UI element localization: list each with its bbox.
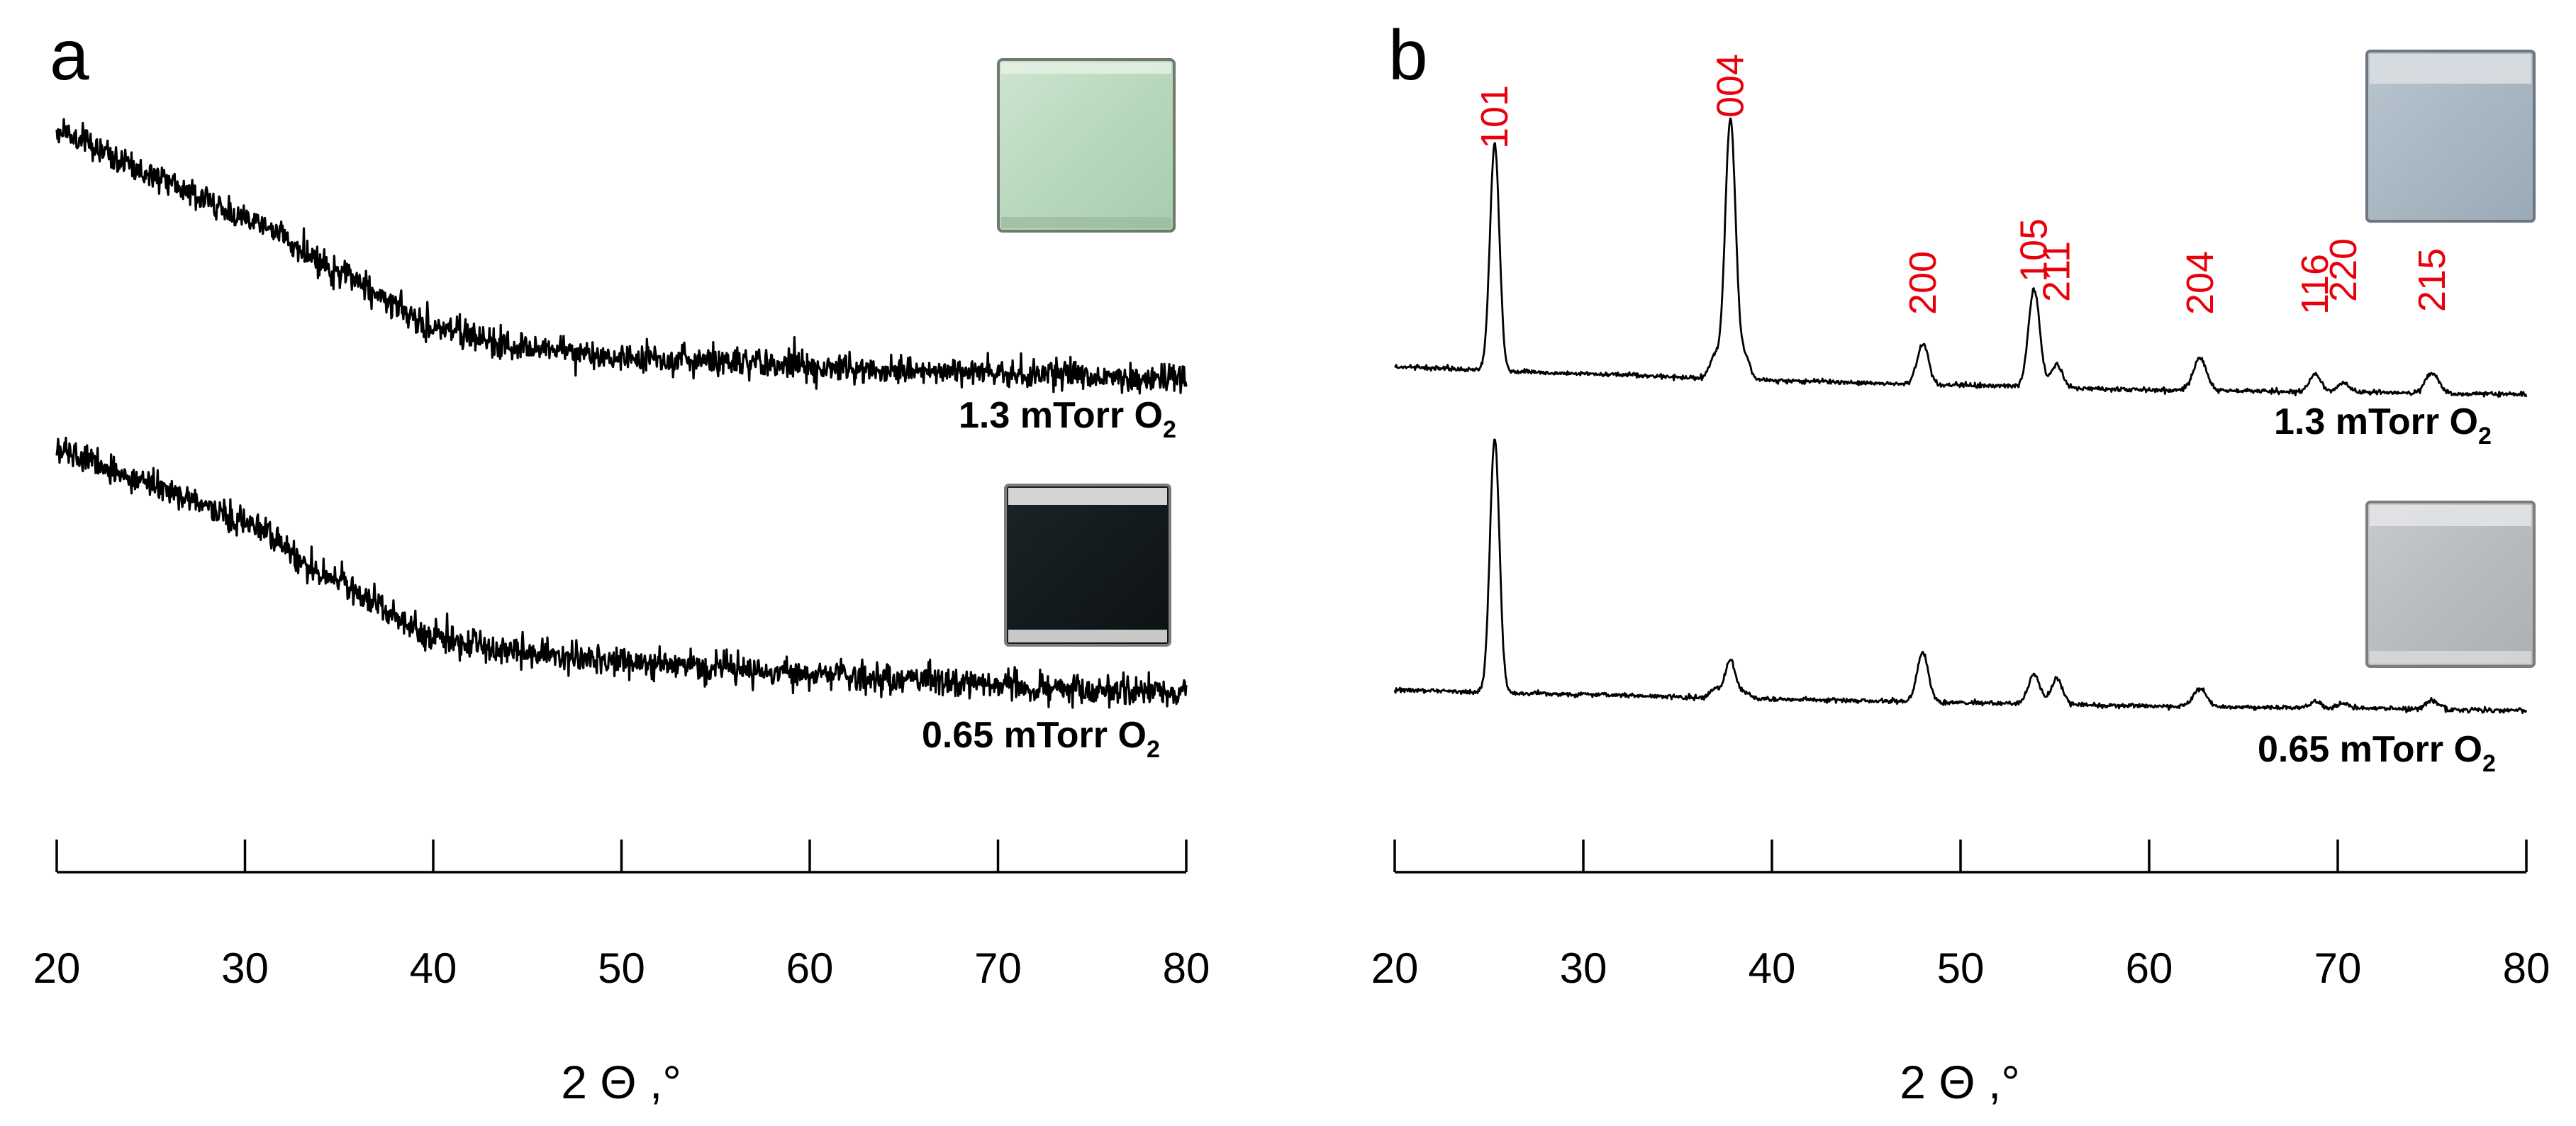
panel-b-x-axis-title: 2 Θ ,°: [1900, 1056, 2019, 1108]
peak-label-204: 204: [2179, 251, 2221, 315]
panel-b-label-0-65-subscript: 2: [2482, 750, 2496, 777]
panel-a-x-ticks: 20 30 40 50 60 70 80: [33, 840, 1210, 992]
peak-label-105: 105: [2013, 218, 2056, 282]
panel-a-label-1-3-subscript: 2: [1163, 416, 1176, 443]
x-tick-label-80: 80: [2503, 944, 2550, 992]
panel-a-label-0-65-text: 0.65 mTorr O: [922, 715, 1147, 756]
panel-b-label-1-3-text: 1.3 mTorr O: [2274, 401, 2478, 442]
peak-label-101: 101: [1473, 85, 1516, 149]
x-tick-label-80: 80: [1163, 944, 1210, 992]
panel-b-label-1-3-mtorr: 1.3 mTorr O2: [2274, 401, 2492, 450]
x-tick-label-20: 20: [1371, 944, 1419, 992]
panel-b-label-0-65-mtorr: 0.65 mTorr O2: [2258, 729, 2496, 777]
panel-b-trace-1-3-mtorr: [1393, 117, 2528, 398]
panel-a-trace-0-65-mtorr: [55, 436, 1188, 709]
panel-b-letter: b: [1388, 16, 1428, 95]
panel-a: a 1.3 mTorr O2 0.65 mTorr O2 20 30 40 50 60 7…: [33, 16, 1210, 1108]
peak-label-215: 215: [2411, 248, 2453, 312]
panel-b-sample-photo-gray: [2365, 501, 2536, 668]
x-tick-label-30: 30: [221, 944, 269, 992]
peak-label-116: 116: [2294, 254, 2336, 315]
panel-a-label-0-65-subscript: 2: [1147, 736, 1160, 763]
panel-a-x-axis-title: 2 Θ ,°: [561, 1056, 681, 1108]
panel-b-label-0-65-text: 0.65 mTorr O: [2258, 729, 2482, 770]
svg-text:0.65 mTorr O2: 0.65 mTorr O2: [922, 715, 1160, 763]
peak-label-200: 200: [1902, 251, 1944, 315]
panel-a-sample-photo-green: [997, 58, 1176, 233]
x-tick-label-20: 20: [33, 944, 81, 992]
x-tick-label-40: 40: [1749, 944, 1796, 992]
x-tick-label-50: 50: [598, 944, 645, 992]
panel-a-sample-photo-dark: [1004, 484, 1171, 647]
panel-a-letter: a: [50, 16, 89, 95]
panel-b-trace-0-65-mtorr: [1393, 438, 2528, 714]
peak-label-220: 220: [2322, 238, 2365, 302]
panel-a-label-1-3-text: 1.3 mTorr O: [959, 395, 1163, 436]
x-tick-label-60: 60: [786, 944, 834, 992]
peak-label-211: 211: [2036, 241, 2078, 302]
svg-text:1.3 mTorr O2: 1.3 mTorr O2: [2274, 401, 2492, 450]
x-tick-label-50: 50: [1937, 944, 1985, 992]
panel-a-label-0-65-mtorr: 0.65 mTorr O2: [922, 715, 1160, 763]
x-tick-label-30: 30: [1560, 944, 1607, 992]
panel-a-label-1-3-mtorr: 1.3 mTorr O2: [959, 395, 1176, 443]
panel-a-trace-1-3-mtorr: [55, 118, 1188, 395]
x-tick-label-60: 60: [2126, 944, 2173, 992]
panel-b-label-1-3-subscript: 2: [2478, 423, 2492, 450]
x-tick-label-70: 70: [2314, 944, 2362, 992]
panel-b-sample-photo-bluegray: [2365, 50, 2536, 223]
x-tick-label-40: 40: [410, 944, 457, 992]
panel-b-x-ticks: 20 30 40 50 60 70 80: [1371, 840, 2550, 992]
x-tick-label-70: 70: [974, 944, 1022, 992]
svg-text:1.3 mTorr O2: 1.3 mTorr O2: [959, 395, 1176, 443]
peak-label-004: 004: [1709, 54, 1751, 118]
svg-text:0.65 mTorr O2: 0.65 mTorr O2: [2258, 729, 2496, 777]
